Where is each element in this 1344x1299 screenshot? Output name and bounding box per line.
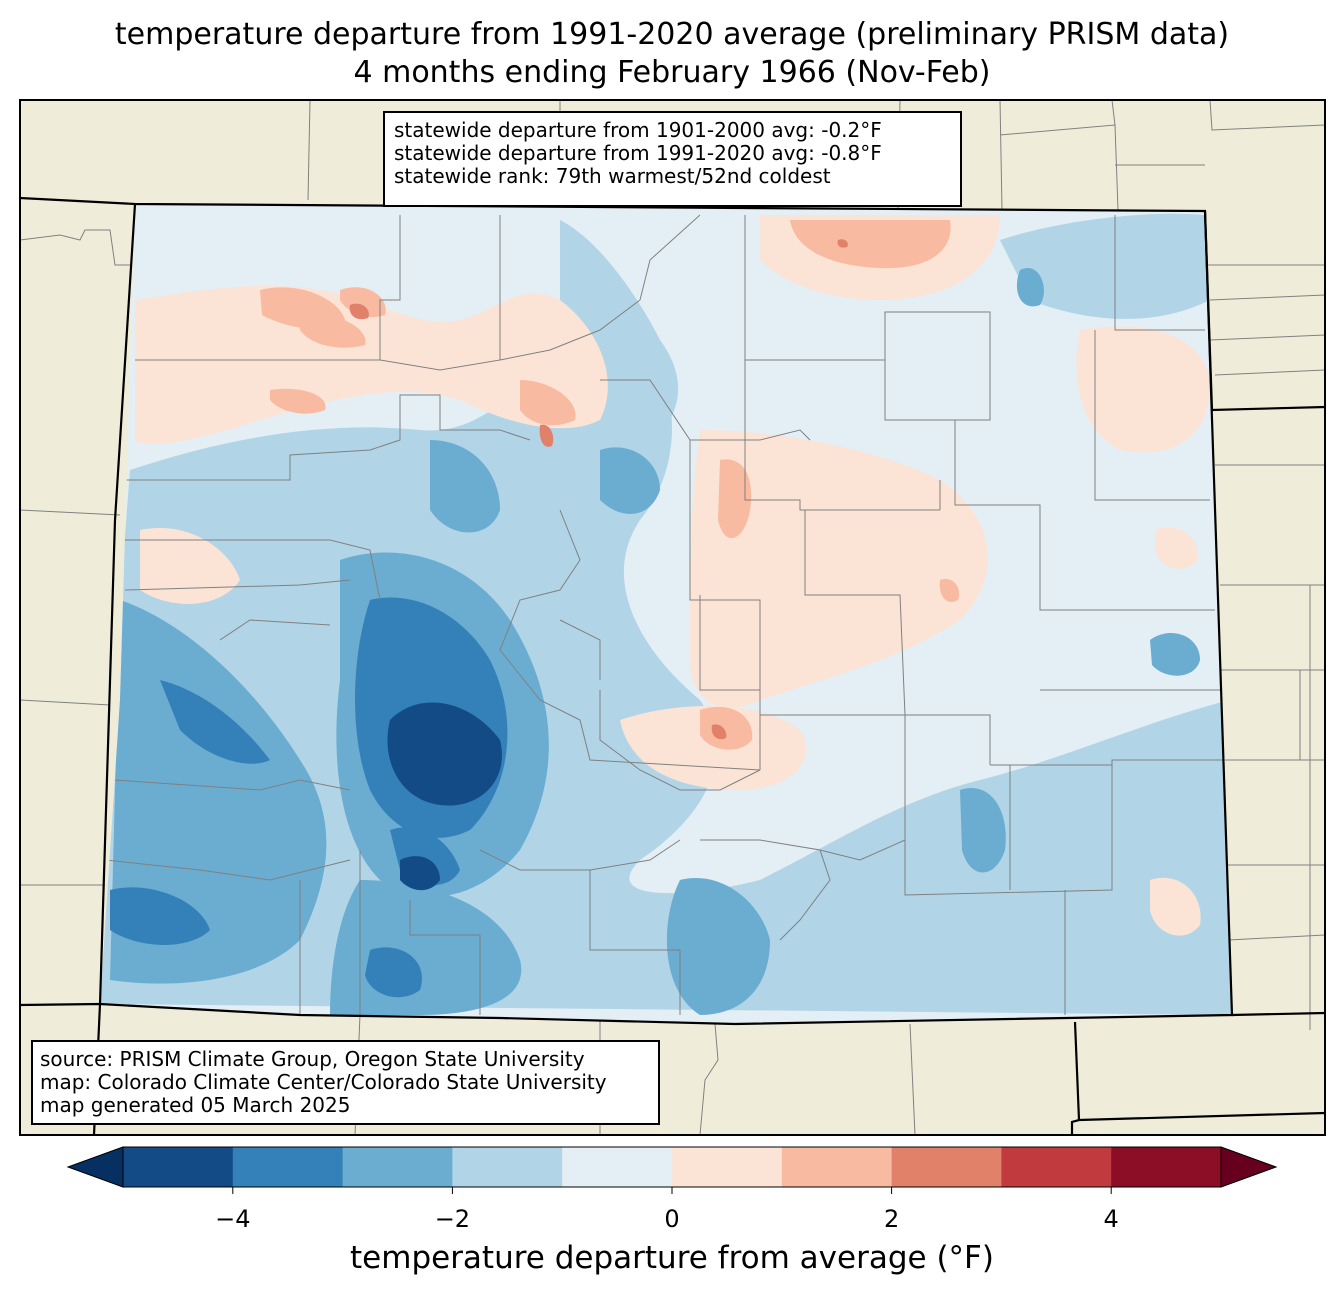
county-lines	[104, 214, 1225, 1015]
source-box: source: PRISM Climate Group, Oregon Stat…	[31, 1040, 660, 1125]
statewide-stats-box: statewide departure from 1901-2000 avg: …	[383, 111, 962, 207]
colorbar-tick-label: 0	[664, 1205, 680, 1233]
temperature-contours	[100, 213, 1232, 1015]
map-frame	[19, 99, 1326, 1136]
stats-line-1991-2020: statewide departure from 1991-2020 avg: …	[394, 141, 882, 165]
colorbar-tick-label: 2	[883, 1205, 900, 1233]
colorbar-label: temperature departure from average (°F)	[350, 1240, 994, 1276]
map-title-line2: 4 months ending February 1966 (Nov-Feb)	[353, 55, 991, 90]
colorbar-tick-label: 4	[1103, 1205, 1119, 1233]
colorbar-tick-label: −4	[215, 1205, 251, 1233]
source-line-prism: source: PRISM Climate Group, Oregon Stat…	[40, 1047, 585, 1071]
map-title-line1: temperature departure from 1991-2020 ave…	[114, 17, 1230, 52]
colorbar-tick-label: −2	[434, 1205, 471, 1233]
source-line-generated: map generated 05 March 2025	[40, 1093, 351, 1117]
stats-line-1901-2000: statewide departure from 1901-2000 avg: …	[394, 118, 882, 142]
stats-line-rank: statewide rank: 79th warmest/52nd coldes…	[394, 164, 831, 188]
source-line-map: map: Colorado Climate Center/Colorado St…	[40, 1070, 607, 1094]
